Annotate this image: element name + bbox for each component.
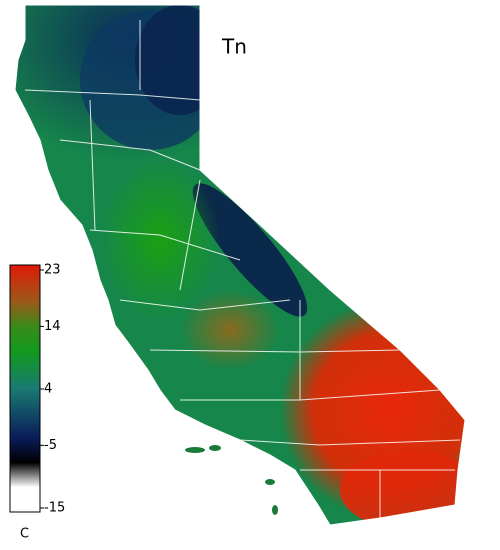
colorbar-tick-label: 14 [44, 319, 61, 334]
colorbar-tick-label: -5 [44, 438, 57, 453]
colorbar-unit: C [20, 527, 29, 542]
colorbar-tick-label: 23 [44, 263, 61, 278]
colorbar-tick-label: 4 [44, 382, 52, 397]
colorbar [9, 264, 41, 513]
map-title: Tn [221, 35, 247, 59]
state-outline [14, 4, 466, 526]
colorbar-tick-label: -15 [44, 501, 65, 516]
islands [185, 445, 278, 515]
